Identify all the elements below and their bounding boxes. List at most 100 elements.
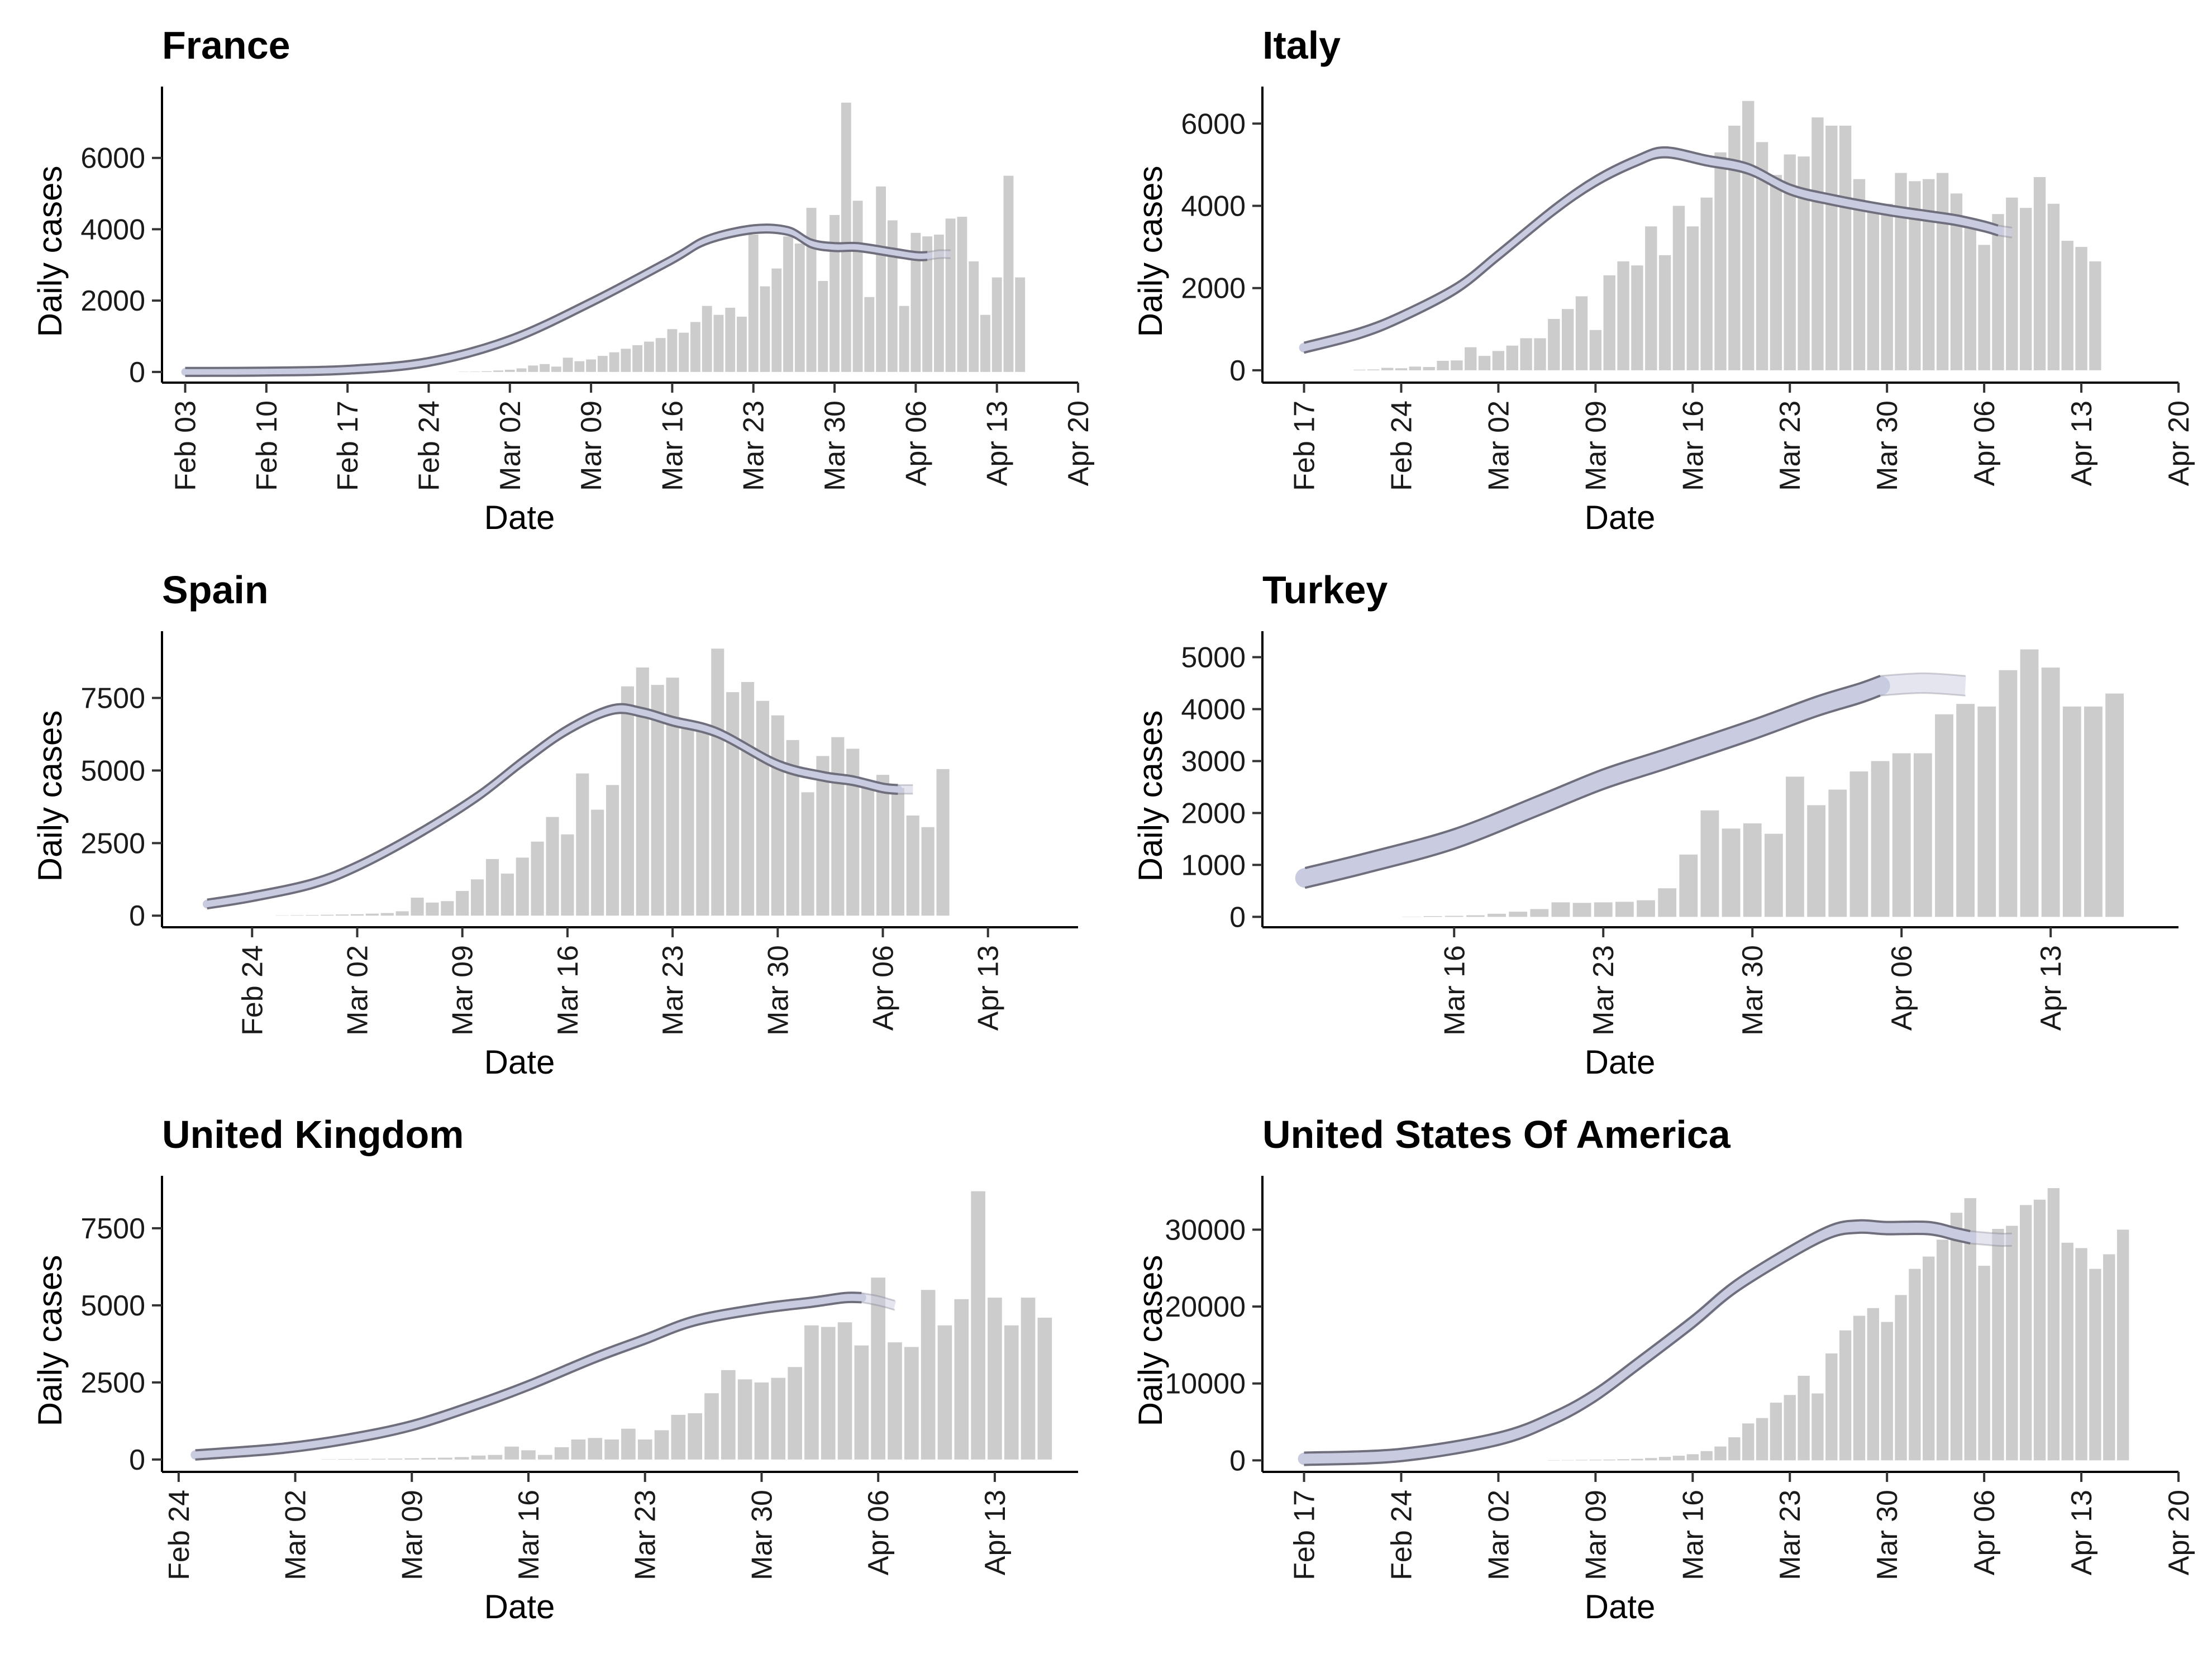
x-tick-label: Mar 30 [746, 1490, 779, 1580]
bar [1423, 367, 1435, 370]
bar [771, 1377, 786, 1460]
bar [338, 1459, 352, 1460]
bar [2062, 706, 2081, 917]
x-tick-label: Apr 06 [867, 945, 900, 1031]
bar [1637, 900, 1655, 917]
x-tick-label: Mar 02 [494, 401, 527, 491]
bar [980, 314, 990, 372]
bar [991, 277, 1002, 372]
bar [737, 1379, 752, 1460]
bar [1756, 142, 1768, 370]
bar [516, 368, 527, 372]
y-tick-label: 5000 [80, 755, 145, 787]
bar [1658, 888, 1677, 917]
bar [1756, 1418, 1768, 1461]
x-tick-label: Feb 24 [236, 945, 269, 1036]
trend-line-projection [1880, 692, 1966, 697]
bar [1742, 1423, 1755, 1461]
bar [1575, 1460, 1588, 1461]
bar [957, 217, 967, 372]
bar [837, 1322, 852, 1460]
bar [493, 370, 503, 372]
bar [1589, 330, 1602, 370]
bar [1645, 226, 1657, 370]
bar [1811, 1393, 1824, 1461]
bar [1700, 1451, 1713, 1461]
bar [969, 261, 979, 372]
x-tick-label: Mar 09 [1580, 1490, 1612, 1580]
bar [1423, 916, 1442, 917]
trend-line [207, 703, 898, 901]
bar [1478, 356, 1491, 370]
panel-title: United Kingdom [162, 1113, 464, 1156]
bar [1892, 753, 1911, 917]
trend-band [181, 225, 932, 376]
bar [2084, 706, 2103, 917]
bar [458, 371, 469, 373]
bar [2006, 197, 2018, 370]
bar [2033, 1199, 2046, 1461]
bar [1964, 222, 1976, 370]
x-tick-label: Mar 16 [1677, 401, 1709, 491]
bar [576, 773, 589, 916]
y-axis-label: Daily cases [31, 1255, 69, 1427]
trend-line-projection [861, 1301, 895, 1311]
bar [554, 1447, 569, 1460]
bar [1617, 261, 1629, 370]
x-tick-label: Apr 06 [1886, 945, 1918, 1031]
x-tick-label: Apr 06 [900, 401, 932, 486]
bar [1923, 1256, 1935, 1461]
bar [531, 841, 544, 916]
y-tick-label: 7500 [80, 1213, 145, 1245]
bar [551, 366, 561, 372]
bar [1465, 347, 1477, 370]
bar [771, 715, 784, 916]
bar [854, 1345, 869, 1460]
bar [771, 268, 782, 372]
bar [1871, 761, 1890, 917]
y-tick-label: 0 [129, 356, 145, 389]
bar [395, 911, 409, 916]
y-tick-label: 0 [129, 1444, 145, 1476]
bar [1722, 828, 1741, 917]
bar [1770, 1403, 1782, 1461]
bar [586, 359, 597, 372]
bar [1700, 810, 1719, 917]
y-axis-label: Daily cases [1132, 166, 1169, 337]
bar [574, 361, 585, 372]
y-tick-label: 2500 [80, 1367, 145, 1399]
x-tick-label: Mar 23 [738, 401, 770, 491]
y-tick-label: 2000 [80, 285, 145, 317]
trend-line [195, 1300, 862, 1461]
bar [2041, 668, 2060, 917]
bar [1603, 275, 1615, 370]
trend-line [195, 1291, 862, 1452]
bar [1561, 1460, 1574, 1461]
x-tick-label: Mar 02 [280, 1490, 312, 1580]
bar [1784, 154, 1796, 370]
x-tick-label: Mar 02 [1482, 401, 1515, 491]
bar [1853, 179, 1866, 370]
bar [1881, 203, 1893, 370]
bar [521, 1450, 536, 1460]
bar [388, 1458, 403, 1460]
bar [306, 915, 319, 916]
bar [846, 749, 860, 916]
panel-title: Spain [162, 568, 269, 612]
panel-united-states-of-america: United States Of America 0 10000 20000 30000… [1132, 1113, 2195, 1625]
y-axis-label: Daily cases [1132, 1255, 1169, 1427]
bar [1807, 805, 1826, 917]
trend-band-projection [1879, 673, 1966, 696]
y-axis-label: Daily cases [31, 166, 69, 337]
bar [1825, 1353, 1838, 1461]
bar [1825, 125, 1838, 370]
bar [933, 235, 944, 372]
x-tick-label: Feb 03 [170, 401, 202, 491]
bar [471, 1455, 486, 1460]
bar [1395, 368, 1408, 370]
x-tick-label: Apr 13 [2035, 945, 2067, 1031]
trend-line-projection [861, 1292, 895, 1302]
bar [888, 1342, 902, 1460]
x-tick-label: Mar 30 [819, 401, 851, 491]
trend-line-projection [1998, 225, 2013, 228]
